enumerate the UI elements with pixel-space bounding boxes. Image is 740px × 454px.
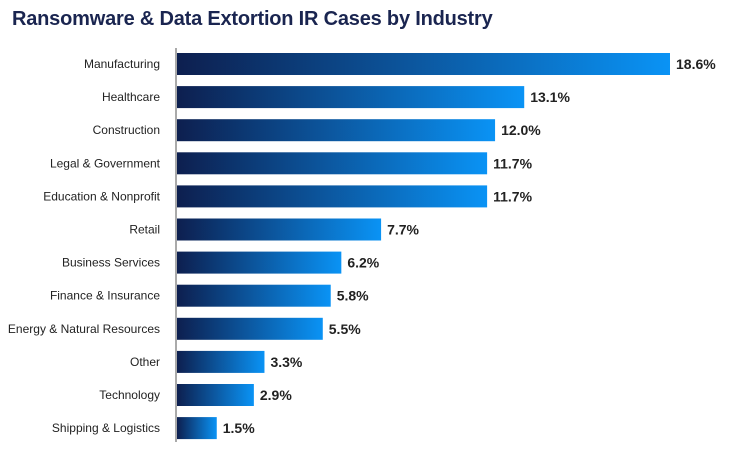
bar	[177, 350, 265, 373]
category-label: Other	[130, 355, 160, 369]
bar	[177, 218, 382, 241]
category-label: Legal & Government	[50, 156, 161, 170]
category-label: Retail	[129, 223, 160, 237]
category-label: Education & Nonprofit	[43, 189, 160, 203]
category-label: Business Services	[62, 256, 160, 270]
value-label: 12.0%	[501, 122, 541, 138]
bar	[177, 53, 670, 75]
bar	[177, 119, 496, 142]
value-label: 18.6%	[676, 56, 716, 72]
value-label: 11.7%	[493, 155, 532, 171]
bar	[177, 185, 488, 208]
bar	[177, 86, 525, 109]
category-label: Manufacturing	[84, 57, 160, 71]
bar	[177, 317, 323, 340]
bar	[177, 152, 488, 175]
category-label: Healthcare	[102, 90, 160, 104]
category-label: Shipping & Logistics	[52, 421, 160, 435]
chart-title: Ransomware & Data Extortion IR Cases by …	[12, 8, 493, 30]
value-label: 7.7%	[387, 222, 419, 238]
value-label: 6.2%	[347, 255, 379, 271]
value-label: 5.8%	[337, 288, 369, 304]
category-label: Technology	[99, 388, 160, 402]
category-label: Energy & Natural Resources	[8, 322, 160, 336]
value-label: 3.3%	[270, 354, 302, 370]
category-label: Construction	[93, 123, 160, 137]
bar	[177, 384, 254, 406]
bar	[177, 417, 217, 440]
value-label: 1.5%	[223, 420, 255, 436]
category-label: Finance & Insurance	[50, 289, 160, 303]
value-label: 13.1%	[530, 89, 570, 105]
value-label: 11.7%	[493, 188, 532, 204]
bar	[177, 251, 342, 274]
bar	[177, 284, 331, 307]
value-label: 5.5%	[329, 321, 361, 337]
value-label: 2.9%	[260, 387, 292, 403]
